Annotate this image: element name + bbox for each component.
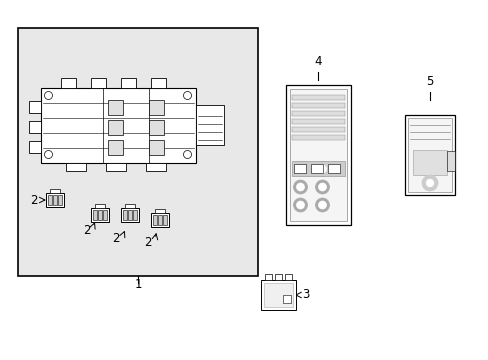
Bar — [145, 162, 165, 171]
Bar — [120, 77, 135, 87]
Bar — [293, 164, 305, 173]
Text: 2: 2 — [112, 231, 120, 244]
Bar — [107, 120, 122, 135]
Bar — [291, 127, 344, 132]
Text: 2: 2 — [83, 224, 91, 237]
Bar — [128, 210, 132, 220]
Bar — [291, 103, 344, 108]
Circle shape — [318, 165, 326, 173]
Text: 5: 5 — [426, 75, 433, 88]
Bar — [291, 135, 344, 140]
Bar — [149, 120, 164, 135]
Circle shape — [421, 175, 437, 191]
Bar — [91, 208, 109, 222]
Bar — [95, 204, 105, 208]
Bar — [264, 274, 271, 280]
Bar — [404, 115, 454, 195]
Bar — [50, 189, 60, 193]
Bar — [291, 95, 344, 100]
Bar — [153, 215, 157, 225]
Bar — [446, 151, 454, 171]
Bar — [121, 208, 139, 222]
Bar — [58, 195, 62, 205]
Bar — [107, 99, 122, 114]
Bar — [163, 215, 167, 225]
Bar — [98, 210, 102, 220]
Bar — [151, 213, 169, 227]
Bar — [61, 77, 75, 87]
Circle shape — [293, 198, 307, 212]
Circle shape — [425, 179, 433, 187]
Bar — [407, 118, 451, 192]
Circle shape — [296, 201, 304, 209]
Bar — [123, 210, 127, 220]
Bar — [28, 100, 41, 112]
Circle shape — [296, 183, 304, 191]
Bar — [283, 295, 290, 303]
Bar — [149, 99, 164, 114]
Circle shape — [296, 165, 304, 173]
Circle shape — [315, 162, 329, 176]
Circle shape — [315, 180, 329, 194]
Bar — [195, 105, 223, 145]
Bar — [65, 162, 85, 171]
Bar — [327, 164, 339, 173]
Text: 2: 2 — [30, 194, 38, 207]
Bar — [28, 121, 41, 132]
Bar — [133, 210, 137, 220]
Bar — [274, 274, 281, 280]
Bar — [105, 162, 125, 171]
Bar — [260, 280, 295, 310]
Bar — [284, 274, 291, 280]
Circle shape — [318, 183, 326, 191]
Bar — [263, 283, 292, 307]
Bar — [107, 140, 122, 154]
Circle shape — [293, 162, 307, 176]
Bar — [310, 164, 322, 173]
Text: 3: 3 — [302, 288, 309, 302]
Bar — [285, 85, 350, 225]
Bar — [150, 77, 165, 87]
Bar — [93, 210, 97, 220]
Bar — [103, 210, 107, 220]
Circle shape — [318, 201, 326, 209]
Circle shape — [293, 180, 307, 194]
Bar — [291, 111, 344, 116]
Bar — [28, 140, 41, 153]
Bar — [18, 28, 258, 276]
Bar — [46, 193, 64, 207]
Bar — [48, 195, 52, 205]
Bar — [90, 77, 105, 87]
Bar — [291, 119, 344, 124]
Bar — [149, 140, 164, 154]
Bar — [412, 150, 446, 175]
Text: 1: 1 — [134, 279, 142, 292]
Text: 2: 2 — [144, 235, 152, 248]
Circle shape — [315, 198, 329, 212]
Bar — [53, 195, 57, 205]
Bar — [155, 209, 164, 213]
Bar — [291, 161, 344, 176]
Bar — [125, 204, 135, 208]
Bar — [289, 89, 346, 221]
Bar — [158, 215, 162, 225]
Text: 4: 4 — [314, 55, 321, 68]
Bar — [41, 87, 195, 162]
